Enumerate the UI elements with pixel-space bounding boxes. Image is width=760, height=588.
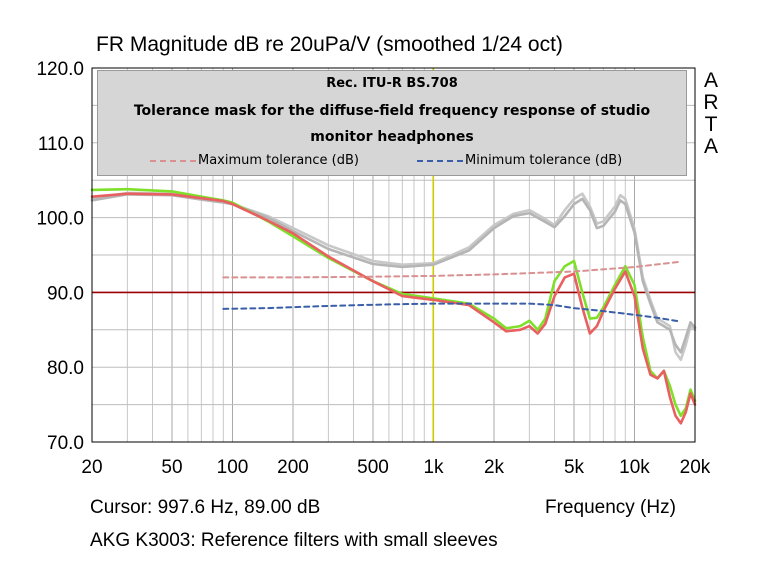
response-curve-5	[90, 192, 697, 425]
chart-title: FR Magnitude dB re 20uPa/V (smoothed 1/2…	[96, 33, 563, 56]
x-tick-label: 50	[161, 457, 182, 478]
cursor-readout: Cursor: 997.6 Hz, 89.00 dB	[90, 497, 321, 518]
legend-swatch-minimum	[417, 159, 463, 162]
x-tick-label: 1k	[423, 457, 444, 478]
tolerance-line-0	[222, 260, 682, 279]
x-tick-label: 5k	[564, 457, 585, 478]
arta-letter: A	[703, 135, 718, 158]
legend-description: Tolerance mask for the diffuse-field fre…	[133, 103, 651, 145]
x-tick-label: 2k	[484, 457, 505, 478]
legend-heading: Rec. ITU-R BS.708	[326, 76, 458, 91]
y-tick-label: 70.0	[47, 433, 84, 454]
tolerance-mask-lines	[222, 260, 682, 323]
device-caption: AKG K3003: Reference filters with small …	[90, 530, 498, 551]
response-curve-2	[90, 191, 697, 361]
legend-label-minimum: Minimum tolerance (dB)	[465, 153, 623, 168]
response-curve-3	[90, 193, 697, 354]
x-tick-label: 20	[81, 457, 102, 478]
y-tick-labels: 70.0 80.0 90.0 100.0 110.0 120.0	[36, 59, 84, 454]
legend-label-maximum: Maximum tolerance (dB)	[198, 153, 359, 168]
arta-letter: R	[703, 91, 719, 114]
legend-item-maximum-tolerance: Maximum tolerance (dB)	[150, 153, 359, 168]
series-lines	[90, 187, 697, 425]
x-tick-label: 10k	[619, 457, 650, 478]
arta-brand-logo: A R T A	[701, 70, 721, 158]
x-tick-label: 100	[217, 457, 249, 478]
x-tick-label: 200	[277, 457, 309, 478]
y-tick-label: 110.0	[38, 134, 84, 155]
arta-letter: A	[703, 69, 718, 92]
y-tick-label: 120.0	[36, 59, 84, 80]
legend-item-minimum-tolerance: Minimum tolerance (dB)	[417, 153, 622, 168]
legend: Rec. ITU-R BS.708 Tolerance mask for the…	[97, 70, 687, 176]
y-tick-label: 90.0	[47, 283, 84, 304]
x-axis-label: Frequency (Hz)	[545, 497, 676, 518]
x-tick-label: 500	[357, 457, 389, 478]
x-tick-labels: 20 50 100 200 500 1k 2k 5k 10k 20k	[81, 457, 710, 478]
x-tick-label: 20k	[680, 457, 711, 478]
legend-swatch-maximum	[150, 159, 196, 162]
arta-letter: T	[704, 113, 718, 136]
tolerance-line-1	[222, 302, 682, 323]
y-tick-label: 100.0	[36, 209, 84, 230]
y-tick-label: 80.0	[47, 358, 84, 379]
plot-frame	[91, 67, 696, 443]
